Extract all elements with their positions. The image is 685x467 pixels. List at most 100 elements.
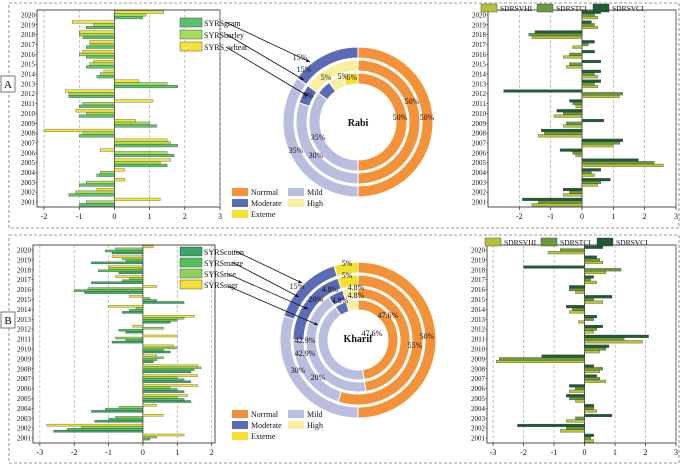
- slice-label: 5%: [347, 73, 358, 82]
- bar: [584, 364, 594, 368]
- bar: [114, 119, 136, 123]
- donut-slice: [307, 59, 359, 93]
- bar: [534, 30, 583, 34]
- bar: [142, 319, 178, 322]
- bar: [575, 104, 583, 108]
- bar: [142, 366, 202, 369]
- bar: [572, 102, 583, 106]
- bar: [122, 311, 144, 314]
- bar: [584, 337, 625, 341]
- bar: [122, 279, 144, 282]
- bar: [584, 317, 594, 321]
- legend-swatch: [179, 41, 203, 52]
- y-tick-label: 2004: [472, 169, 487, 177]
- bar: [79, 33, 115, 37]
- bar: [584, 275, 594, 279]
- slice-label: 30%: [291, 366, 306, 375]
- bar: [584, 436, 591, 440]
- bar: [581, 144, 614, 148]
- y-tick-label: 2001: [471, 435, 486, 443]
- bar: [115, 416, 144, 419]
- legend-swatch: [288, 421, 304, 429]
- y-tick-label: 2006: [17, 385, 32, 393]
- bar: [566, 419, 585, 423]
- bar: [79, 52, 115, 56]
- bar: [531, 35, 583, 39]
- bar: [584, 433, 594, 437]
- bar: [74, 289, 144, 292]
- legend-label: SYRSgram: [204, 19, 241, 28]
- bar: [142, 364, 198, 367]
- donut-slice: [296, 46, 359, 86]
- slice-label: 4.8%: [348, 291, 365, 300]
- bar: [125, 338, 144, 342]
- x-tick-label: 2: [183, 212, 187, 221]
- donut-slice: [342, 72, 359, 87]
- bar: [584, 261, 603, 265]
- bar: [100, 148, 115, 152]
- bar: [566, 426, 585, 430]
- bar: [581, 82, 595, 86]
- slice-label: 4.8%: [348, 283, 365, 292]
- y-tick-label: 2016: [17, 286, 32, 294]
- bar: [581, 183, 598, 187]
- bar: [142, 368, 195, 371]
- y-tick-label: 2005: [472, 159, 487, 167]
- bar: [114, 197, 161, 201]
- bar: [118, 328, 144, 332]
- y-tick-label: 2010: [472, 110, 487, 118]
- y-tick-label: 2003: [471, 415, 486, 423]
- bar: [142, 414, 164, 417]
- bar: [559, 148, 583, 152]
- bar: [528, 33, 583, 37]
- slice-label: 42.9%: [295, 336, 316, 345]
- bar: [581, 180, 601, 184]
- y-tick-label: 2019: [17, 256, 32, 264]
- bar: [142, 370, 192, 373]
- bar: [100, 72, 115, 76]
- y-tick-label: 2008: [17, 365, 32, 373]
- bar: [65, 89, 115, 93]
- slice-label: 50%: [420, 332, 435, 341]
- y-tick-label: 2014: [472, 71, 487, 79]
- y-tick-label: 2013: [21, 80, 36, 88]
- slice-label: 35%: [311, 133, 326, 142]
- bar: [86, 55, 115, 59]
- bar: [584, 300, 603, 304]
- slice-label: 4.8%: [332, 296, 349, 305]
- y-tick-label: 2013: [471, 316, 486, 324]
- y-tick-label: 2016: [21, 51, 36, 59]
- y-tick-label: 2002: [472, 189, 487, 197]
- bar: [584, 350, 600, 354]
- bar: [142, 388, 178, 391]
- slice-label: 50%: [393, 113, 408, 122]
- bar: [114, 138, 168, 142]
- donut-title: Rabi: [348, 118, 369, 129]
- bar: [142, 394, 188, 397]
- legend-swatch: [232, 188, 248, 196]
- y-tick-label: 2010: [471, 345, 486, 353]
- legend-swatch: [179, 246, 203, 257]
- bar: [584, 258, 600, 262]
- y-tick-label: 2011: [471, 336, 485, 344]
- bar: [581, 69, 601, 73]
- y-tick-label: 2009: [471, 355, 486, 363]
- bar: [499, 357, 585, 361]
- y-tick-label: 2018: [17, 266, 32, 274]
- y-tick-label: 2015: [21, 61, 36, 69]
- bar: [547, 251, 585, 255]
- bar: [82, 50, 115, 54]
- bar: [104, 408, 144, 411]
- bar: [584, 406, 594, 410]
- y-tick-label: 2020: [17, 246, 32, 254]
- bar: [581, 42, 589, 46]
- x-tick-label: 0: [141, 448, 145, 457]
- y-tick-label: 2003: [472, 179, 487, 187]
- bar: [142, 356, 164, 359]
- bar: [581, 10, 601, 14]
- x-tick-label: 0: [580, 212, 584, 221]
- slice-label: 15%: [297, 65, 312, 74]
- y-tick-label: 2020: [471, 246, 486, 254]
- bar: [79, 30, 115, 34]
- bar: [581, 168, 601, 172]
